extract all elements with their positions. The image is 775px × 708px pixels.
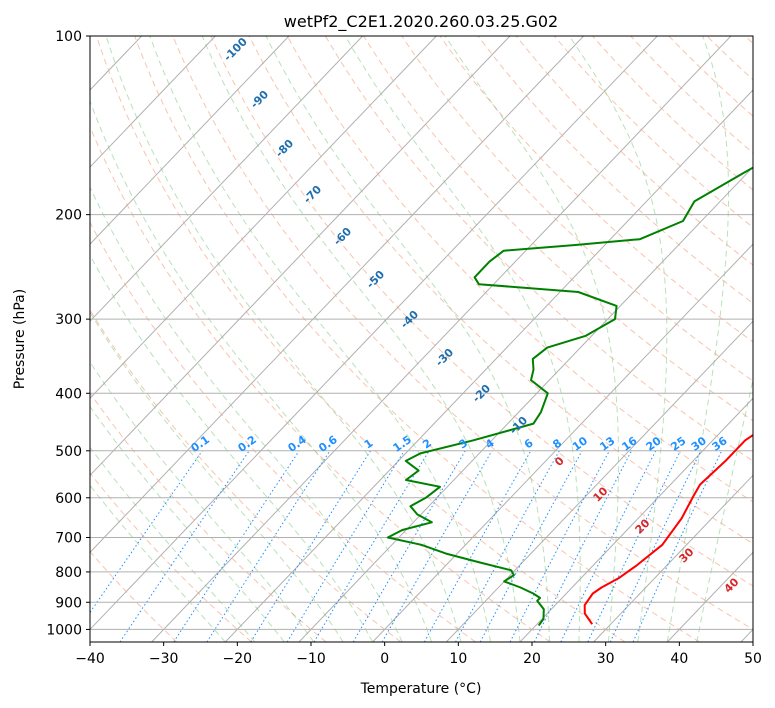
moist-adiabat-line — [265, 36, 550, 642]
moist-adiabat-line — [344, 36, 581, 642]
y-tick-label: 800 — [55, 565, 82, 581]
dry-adiabat-line — [95, 36, 626, 642]
isotherm-line — [90, 36, 364, 322]
mixing-ratio-line — [423, 450, 532, 642]
moist-adiabat-line — [90, 446, 256, 642]
x-axis-label: Temperature (°C) — [360, 681, 482, 697]
mixing-ratio-line — [560, 450, 657, 642]
dewpoint-profile-line — [386, 166, 753, 627]
y-axis-ticks: 100 200 300 400 500 600 700 800 900 1000 — [46, 29, 90, 638]
moist-adiabat-line — [444, 36, 619, 642]
isotherm-line — [90, 36, 438, 399]
isotherm-line — [90, 36, 511, 477]
mixing-ratio-line — [119, 450, 250, 642]
profile-series — [386, 166, 753, 627]
x-tick-label: 40 — [670, 651, 688, 667]
isotherm-line — [90, 36, 290, 245]
y-tick-label: 1000 — [46, 622, 82, 638]
x-tick-label: 0 — [380, 651, 389, 667]
isotherm-line — [151, 36, 732, 642]
moist-adiabat-line — [90, 311, 344, 642]
isotherm-line — [445, 320, 753, 642]
y-tick-label: 700 — [55, 531, 82, 547]
x-tick-label: −20 — [223, 651, 253, 667]
x-axis-ticks: −40 −30 −20 −10 0 10 20 30 40 50 — [75, 642, 762, 667]
y-axis-label: Pressure (hPa) — [12, 289, 28, 389]
x-tick-label: 20 — [523, 651, 541, 667]
isotherm-line — [224, 89, 753, 642]
dry-adiabat-line — [210, 36, 753, 587]
y-tick-label: 900 — [55, 595, 82, 611]
dry-adiabat-line — [90, 125, 551, 642]
isotherm-line — [90, 36, 585, 554]
dry-adiabat-line — [286, 36, 753, 503]
dry-adiabat-line — [90, 221, 476, 642]
moist-adiabat-line — [666, 36, 729, 642]
background-lines — [0, 23, 753, 642]
moist-adiabat-line — [105, 36, 462, 642]
mixing-ratio-line — [587, 450, 681, 642]
y-tick-label: 100 — [55, 29, 82, 45]
moist-adiabat-line — [90, 484, 226, 642]
mixing-ratio-line — [313, 450, 430, 642]
isotherm-line — [0, 23, 7, 642]
mixing-ratio-line — [286, 450, 405, 642]
moist-adiabat-line — [201, 36, 521, 642]
moist-adiabat-line — [90, 99, 433, 642]
isotherm-line — [90, 36, 659, 631]
dry-adiabat-line — [477, 36, 753, 304]
dry-adiabat-line — [90, 472, 252, 642]
y-tick-label: 200 — [55, 208, 82, 224]
temperature-profile-line — [583, 433, 753, 625]
isotherm-line — [519, 397, 753, 642]
y-tick-label: 600 — [55, 491, 82, 507]
x-tick-label: −40 — [75, 651, 105, 667]
chart-title: wetPf2_C2E1.2020.260.03.25.G02 — [284, 12, 558, 32]
x-tick-label: 50 — [744, 651, 762, 667]
plot-frame — [89, 35, 754, 643]
y-tick-label: 500 — [55, 444, 82, 460]
dry-adiabat-line — [248, 36, 753, 545]
moist-adiabat-line — [90, 254, 374, 642]
mixing-ratio-line — [455, 450, 560, 642]
mixing-ratio-line — [173, 450, 300, 642]
moist-adiabat-line — [568, 36, 668, 642]
x-tick-label: −30 — [149, 651, 179, 667]
y-tick-label: 400 — [55, 386, 82, 402]
dry-adiabat-line — [172, 36, 753, 630]
moist-adiabat-line — [696, 377, 753, 642]
mixing-ratio-line — [206, 450, 331, 642]
isotherm-line — [593, 474, 753, 642]
isotherm-line — [372, 243, 753, 642]
dry-adiabat-line — [134, 36, 700, 642]
x-tick-label: 10 — [449, 651, 467, 667]
dry-adiabat-line — [90, 391, 327, 642]
dry-adiabat-line — [90, 550, 178, 642]
moist-adiabat-line — [90, 405, 285, 642]
x-tick-label: −10 — [296, 651, 326, 667]
isotherm-line — [90, 36, 217, 168]
mixing-ratio-line — [479, 450, 583, 642]
mixing-ratio-line — [250, 450, 372, 642]
y-tick-label: 300 — [55, 312, 82, 328]
moist-adiabat-line — [90, 361, 315, 642]
x-tick-label: 30 — [597, 651, 615, 667]
